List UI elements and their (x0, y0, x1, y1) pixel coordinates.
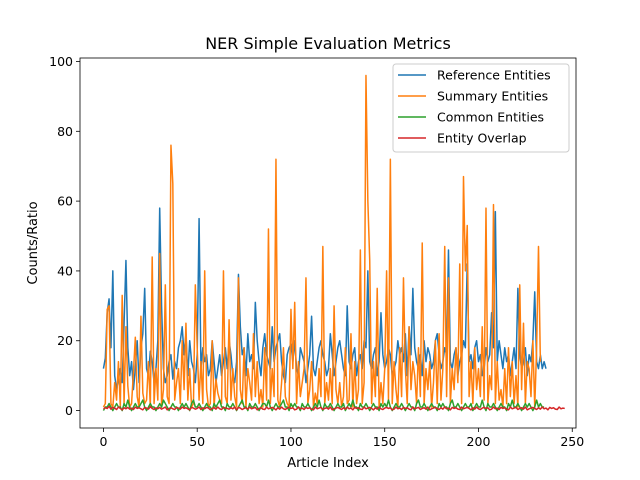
plot-frame (79, 57, 577, 429)
legend-label-common-entities: Common Entities (437, 110, 544, 125)
x-tick-label: 250 (560, 434, 584, 449)
y-axis-ticks: 0 20 40 60 80 100 (49, 54, 80, 418)
legend-box (392, 63, 570, 153)
series-line-entity-overlap (103, 405, 565, 411)
x-axis-ticks: 0 50 100 150 200 250 (99, 428, 584, 449)
series-line-summary-entities (102, 74, 542, 408)
chart-title: NER Simple Evaluation Metrics (205, 34, 451, 53)
x-tick-label: 50 (189, 434, 205, 449)
series-layer (102, 74, 565, 412)
x-axis-label: Article Index (287, 456, 369, 471)
x-tick-label: 150 (373, 434, 397, 449)
y-tick-label: 60 (57, 194, 73, 209)
y-tick-label: 20 (57, 333, 73, 348)
legend: Reference Entities Summary Entities Common… (392, 63, 570, 153)
y-tick-label: 0 (65, 403, 73, 418)
y-tick-label: 100 (49, 54, 73, 69)
x-tick-label: 0 (99, 434, 107, 449)
legend-label-summary-entities: Summary Entities (437, 89, 548, 104)
legend-items: Reference Entities Summary Entities Common… (398, 68, 551, 146)
y-axis-label: Counts/Ratio (26, 201, 41, 284)
legend-label-reference-entities: Reference Entities (437, 68, 551, 83)
y-tick-label: 40 (57, 263, 73, 278)
y-tick-label: 80 (57, 124, 73, 139)
legend-label-entity-overlap: Entity Overlap (437, 131, 527, 146)
x-tick-label: 100 (279, 434, 303, 449)
x-tick-label: 200 (467, 434, 491, 449)
